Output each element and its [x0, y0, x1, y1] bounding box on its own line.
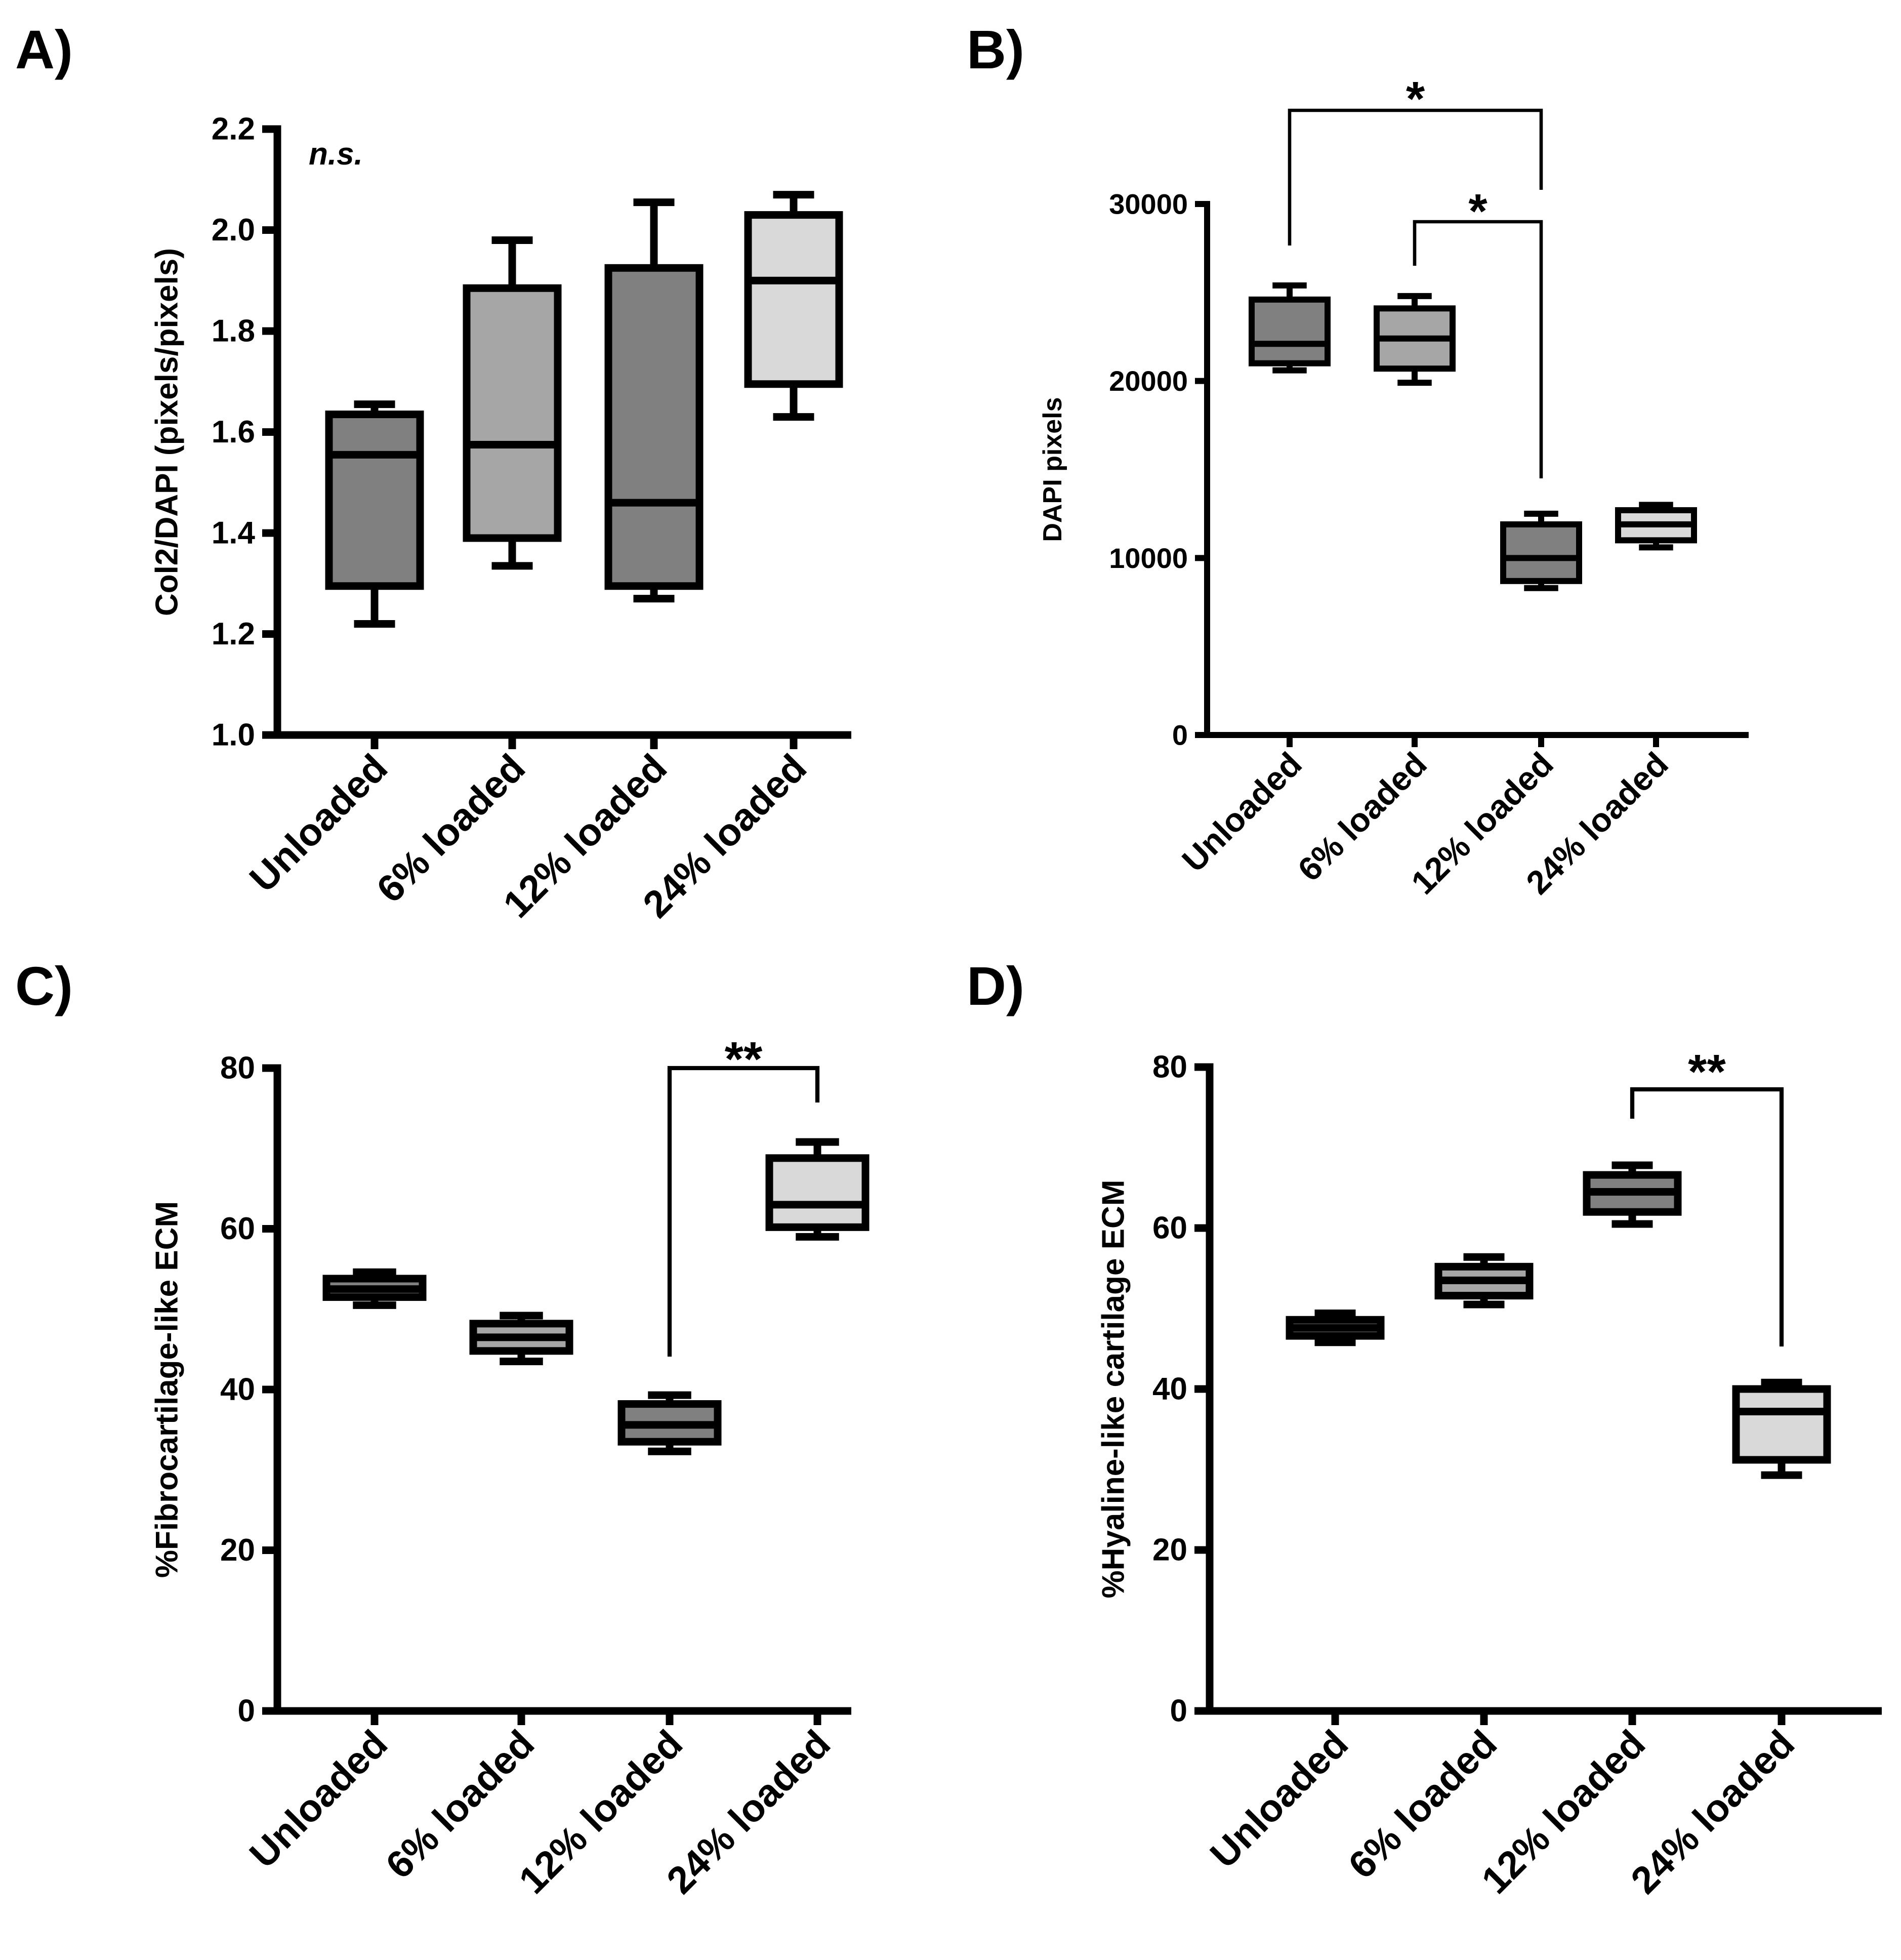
y-axis-title: %Fibrocartilage-like ECM	[150, 1201, 185, 1578]
significance-bracket	[667, 1066, 820, 1357]
box-iqr	[1249, 296, 1331, 366]
box-iqr	[325, 411, 424, 590]
box-2	[463, 236, 562, 570]
panel-letter: C)	[15, 955, 73, 1016]
y-tick-label: 1.2	[212, 617, 255, 651]
x-category-label: Unloaded	[1175, 745, 1309, 879]
panel-1: A) 1.0 1.2 1.4 1.6 1.8 2.0 2.2 Col2/DAPI (pixels…	[15, 19, 851, 926]
y-tick-label: 20	[1152, 1533, 1187, 1568]
box-iqr	[463, 284, 562, 542]
panel-letter: B)	[967, 19, 1024, 80]
y-tick-label: 1.4	[212, 516, 256, 551]
y-tick-label: 40	[220, 1372, 255, 1407]
y-tick-label: 60	[1152, 1211, 1187, 1246]
significance-bracket	[1413, 220, 1543, 478]
box-4	[1615, 502, 1697, 551]
x-category-label: Unloaded	[1202, 1722, 1356, 1876]
y-tick-label: 10000	[1109, 542, 1188, 574]
box-3	[1500, 510, 1582, 591]
y-tick-label: 30000	[1109, 188, 1188, 220]
box-1	[1249, 282, 1331, 374]
box-2	[1434, 1253, 1534, 1309]
y-tick-label: 1.6	[212, 415, 255, 450]
x-category-label: Unloaded	[241, 1722, 396, 1876]
box-2	[1374, 293, 1456, 386]
panel-4: D) 0 20 40 60 80 %Hyaline-like cartilage ECM Un…	[967, 955, 1882, 1902]
y-tick-label: 40	[1152, 1372, 1187, 1407]
y-tick-label: 1.0	[212, 718, 255, 753]
x-category-label: 6% loaded	[378, 1722, 543, 1887]
panel-letter: A)	[15, 19, 73, 80]
box-iqr	[744, 211, 843, 388]
box-4	[1732, 1378, 1831, 1479]
box-1	[1286, 1310, 1385, 1346]
y-tick-label: 2.0	[212, 213, 255, 248]
box-iqr	[1732, 1385, 1831, 1464]
y-tick-label: 0	[1170, 1694, 1187, 1729]
y-tick-label: 80	[1152, 1050, 1187, 1085]
y-tick-label: 1.8	[212, 314, 255, 349]
y-tick-label: 0	[238, 1694, 255, 1729]
box-3	[604, 198, 704, 603]
box-2	[469, 1312, 573, 1365]
significance-label: **	[725, 1032, 763, 1086]
box-4	[744, 191, 843, 421]
y-tick-label: 60	[220, 1211, 255, 1246]
box-1	[325, 400, 424, 628]
y-axis-title: %Hyaline-like cartilage ECM	[1096, 1180, 1131, 1599]
box-iqr	[765, 1154, 870, 1231]
y-tick-label: 2.2	[212, 112, 255, 147]
box-1	[322, 1268, 427, 1309]
significance-bracket	[1288, 108, 1543, 246]
box-4	[765, 1138, 870, 1241]
box-iqr	[1500, 521, 1582, 584]
box-iqr	[604, 264, 704, 590]
box-3	[617, 1391, 722, 1455]
y-tick-label: 20	[220, 1533, 255, 1568]
y-tick-label: 80	[220, 1051, 255, 1086]
y-tick-label: 0	[1172, 719, 1188, 751]
annotation-ns: n.s.	[309, 137, 363, 172]
significance-bracket	[1630, 1087, 1784, 1346]
box-3	[1583, 1161, 1682, 1228]
panel-3: C) 0 20 40 60 80 %Fibrocartilage-like ECM Unloa…	[15, 955, 870, 1902]
significance-label: *	[1468, 184, 1487, 238]
y-axis-title: DAPI pixels	[1038, 397, 1067, 542]
y-axis-title: Col2/DAPI (pixels/pixels)	[150, 248, 185, 616]
panel-letter: D)	[967, 955, 1024, 1016]
y-tick-label: 20000	[1109, 365, 1188, 397]
x-category-label: 6% loaded	[1340, 1722, 1505, 1887]
significance-label: **	[1688, 1045, 1726, 1099]
significance-label: *	[1406, 72, 1425, 126]
